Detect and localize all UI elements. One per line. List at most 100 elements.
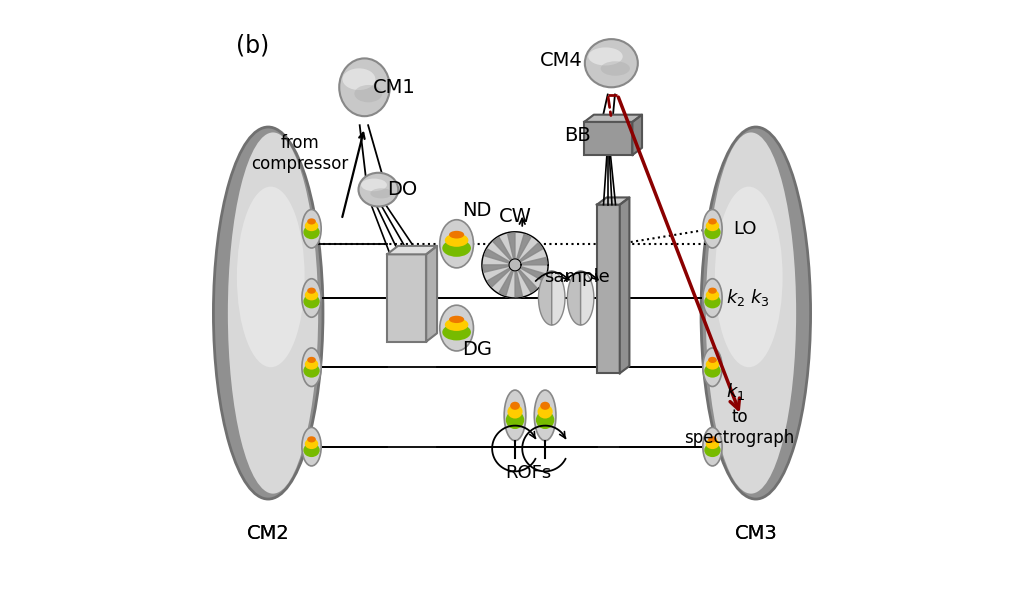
Text: CM3: CM3 [734,524,777,543]
Ellipse shape [339,58,390,116]
Ellipse shape [510,402,520,410]
Ellipse shape [709,436,717,442]
Ellipse shape [307,288,315,294]
Ellipse shape [450,315,464,323]
Polygon shape [581,271,594,325]
Ellipse shape [305,359,318,370]
Polygon shape [499,265,515,296]
Ellipse shape [706,290,719,300]
Ellipse shape [439,305,473,351]
Polygon shape [387,246,437,254]
Ellipse shape [342,69,376,90]
Ellipse shape [305,290,318,300]
Ellipse shape [506,411,524,429]
Ellipse shape [585,39,638,87]
Ellipse shape [305,438,318,449]
Ellipse shape [354,85,382,102]
Ellipse shape [303,294,319,308]
Polygon shape [426,246,437,341]
Ellipse shape [361,179,387,191]
Polygon shape [539,271,552,325]
Text: $k_2$: $k_2$ [726,288,744,308]
Text: ROFs: ROFs [506,464,552,482]
Ellipse shape [358,173,398,206]
Ellipse shape [371,188,392,199]
Polygon shape [515,234,530,265]
Ellipse shape [508,405,522,418]
Ellipse shape [302,209,322,248]
Polygon shape [487,265,515,287]
Ellipse shape [302,279,322,317]
Ellipse shape [705,294,721,308]
Text: CM2: CM2 [247,524,290,543]
Text: LO: LO [733,220,757,238]
Ellipse shape [601,61,630,76]
Ellipse shape [535,390,556,441]
Ellipse shape [541,402,550,410]
Ellipse shape [705,443,721,457]
Ellipse shape [702,209,722,248]
Text: BB: BB [563,126,591,145]
Ellipse shape [303,443,319,457]
Ellipse shape [439,220,473,268]
Ellipse shape [442,324,471,341]
Text: ND: ND [463,201,492,220]
Ellipse shape [705,364,721,377]
Ellipse shape [702,279,722,317]
Ellipse shape [702,427,722,466]
Polygon shape [515,243,543,265]
Ellipse shape [588,48,623,66]
Ellipse shape [442,240,471,257]
Polygon shape [515,265,546,281]
Ellipse shape [307,357,315,363]
Ellipse shape [303,225,319,239]
Bar [597,205,620,373]
Polygon shape [482,232,548,298]
Text: sample: sample [544,268,610,286]
Text: DG: DG [462,340,493,359]
Ellipse shape [706,220,719,231]
Ellipse shape [213,127,323,499]
Polygon shape [483,265,515,272]
Ellipse shape [706,132,796,494]
Polygon shape [567,271,581,325]
Polygon shape [620,197,630,373]
Polygon shape [633,114,642,155]
Polygon shape [552,271,565,325]
Ellipse shape [706,359,719,370]
Text: CM3: CM3 [734,524,777,543]
Ellipse shape [305,220,318,231]
Ellipse shape [538,405,553,418]
Ellipse shape [504,390,526,441]
Polygon shape [515,258,547,265]
Text: (b): (b) [237,33,269,57]
Polygon shape [484,249,515,265]
Ellipse shape [715,187,782,367]
Text: CW: CW [499,207,531,226]
Ellipse shape [709,288,717,294]
Ellipse shape [450,231,464,238]
Ellipse shape [706,438,719,449]
Bar [387,254,426,341]
Ellipse shape [709,357,717,363]
Ellipse shape [536,411,554,429]
Ellipse shape [701,127,811,499]
Ellipse shape [228,132,318,494]
Ellipse shape [702,348,722,386]
Ellipse shape [444,318,468,331]
Text: DO: DO [387,180,418,199]
Ellipse shape [444,234,468,247]
Bar [585,122,633,155]
Text: from
compressor: from compressor [252,134,349,173]
Polygon shape [508,233,515,265]
Ellipse shape [303,364,319,377]
Text: CM4: CM4 [540,51,583,70]
Ellipse shape [705,225,721,239]
Text: CM1: CM1 [373,78,416,97]
Text: $k_3$: $k_3$ [750,288,769,308]
Polygon shape [585,114,642,122]
Ellipse shape [307,436,315,442]
Ellipse shape [237,187,304,367]
Ellipse shape [302,348,322,386]
Ellipse shape [307,219,315,225]
